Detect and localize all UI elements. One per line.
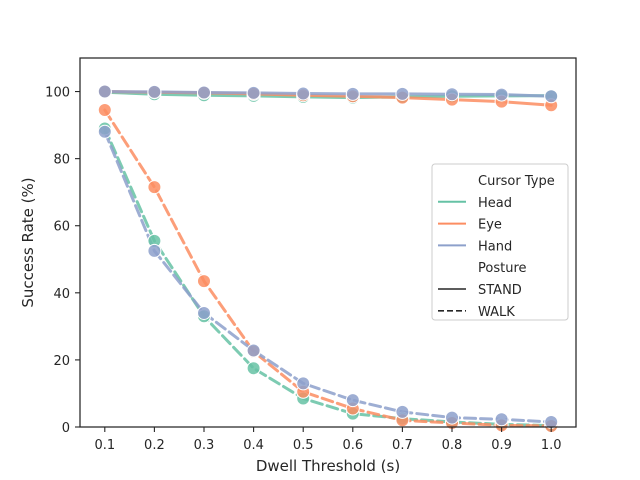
legend: Cursor Type Posture Head Eye Hand STAND WALK bbox=[431, 163, 569, 321]
legend-box bbox=[431, 163, 569, 321]
data-point-hand-stand bbox=[544, 89, 559, 104]
y-tick-label: 100 bbox=[45, 86, 70, 101]
data-point-hand-walk bbox=[197, 305, 211, 320]
x-tick-label: 0.8 bbox=[442, 438, 463, 453]
series-line-hand-walk bbox=[103, 130, 553, 424]
legend-label-eye: Eye bbox=[478, 218, 502, 233]
x-axis-ticks: 0.1 0.2 0.3 0.4 0.5 0.6 0.7 0.8 0.9 1.0 bbox=[94, 427, 562, 453]
data-point-hand-walk bbox=[147, 243, 162, 258]
data-point-hand-walk bbox=[494, 412, 509, 427]
legend-label-walk: WALK bbox=[478, 305, 515, 320]
series-line-hand-stand bbox=[103, 90, 553, 98]
y-axis-title: Success Rate (%) bbox=[19, 177, 37, 307]
data-point-head-walk bbox=[246, 361, 261, 376]
x-tick-label: 0.9 bbox=[491, 438, 512, 453]
series-line-head-stand bbox=[103, 90, 553, 100]
y-tick-label: 80 bbox=[53, 153, 70, 168]
x-tick-label: 0.4 bbox=[243, 438, 264, 453]
data-point-hand-stand bbox=[147, 84, 162, 99]
y-tick-label: 60 bbox=[53, 220, 70, 235]
y-tick-label: 40 bbox=[53, 287, 70, 302]
x-tick-label: 0.5 bbox=[293, 438, 314, 453]
data-point-hand-stand bbox=[395, 86, 410, 101]
legend-label-stand: STAND bbox=[478, 283, 522, 298]
data-point-hand-walk bbox=[345, 393, 360, 408]
y-axis-ticks: 0 20 40 60 80 100 bbox=[45, 86, 80, 436]
data-point-eye-walk bbox=[197, 274, 211, 289]
data-point-hand-walk bbox=[296, 376, 311, 391]
axes-layer: 0.1 0.2 0.3 0.4 0.5 0.6 0.7 0.8 0.9 1.0 0 20 40 60 80… bbox=[19, 57, 577, 475]
x-tick-label: 0.2 bbox=[144, 438, 165, 453]
series-line-eye-walk bbox=[103, 108, 553, 428]
data-point-hand-stand bbox=[494, 87, 509, 102]
x-axis-title: Dwell Threshold (s) bbox=[256, 457, 400, 475]
data-point-hand-walk bbox=[445, 410, 459, 425]
data-point-eye-walk bbox=[97, 102, 112, 117]
data-point-hand-stand bbox=[296, 86, 311, 101]
legend-label-head: Head bbox=[478, 196, 512, 211]
data-point-hand-stand bbox=[246, 85, 261, 100]
plot-frame bbox=[79, 57, 577, 428]
data-point-hand-stand bbox=[345, 86, 360, 101]
y-tick-label: 20 bbox=[53, 354, 70, 369]
data-point-hand-stand bbox=[97, 84, 112, 99]
data-point-hand-walk bbox=[395, 404, 410, 419]
data-point-hand-stand bbox=[445, 87, 459, 102]
series-line-head-walk bbox=[103, 126, 553, 428]
legend-title-posture: Posture bbox=[478, 261, 527, 276]
data-point-hand-walk bbox=[97, 124, 112, 139]
data-point-hand-stand bbox=[197, 85, 211, 100]
data-point-eye-walk bbox=[147, 180, 162, 195]
series-layer bbox=[97, 84, 559, 433]
x-tick-label: 0.3 bbox=[194, 438, 215, 453]
legend-label-hand: Hand bbox=[478, 239, 512, 254]
x-tick-label: 1.0 bbox=[541, 438, 562, 453]
y-tick-label: 0 bbox=[62, 421, 70, 436]
x-tick-label: 0.6 bbox=[342, 438, 363, 453]
legend-items: Head Eye Hand STAND WALK bbox=[438, 196, 522, 320]
x-tick-label: 0.1 bbox=[94, 438, 115, 453]
legend-title-cursor-type: Cursor Type bbox=[478, 174, 555, 189]
x-tick-label: 0.7 bbox=[392, 438, 413, 453]
data-point-hand-walk bbox=[246, 343, 261, 358]
